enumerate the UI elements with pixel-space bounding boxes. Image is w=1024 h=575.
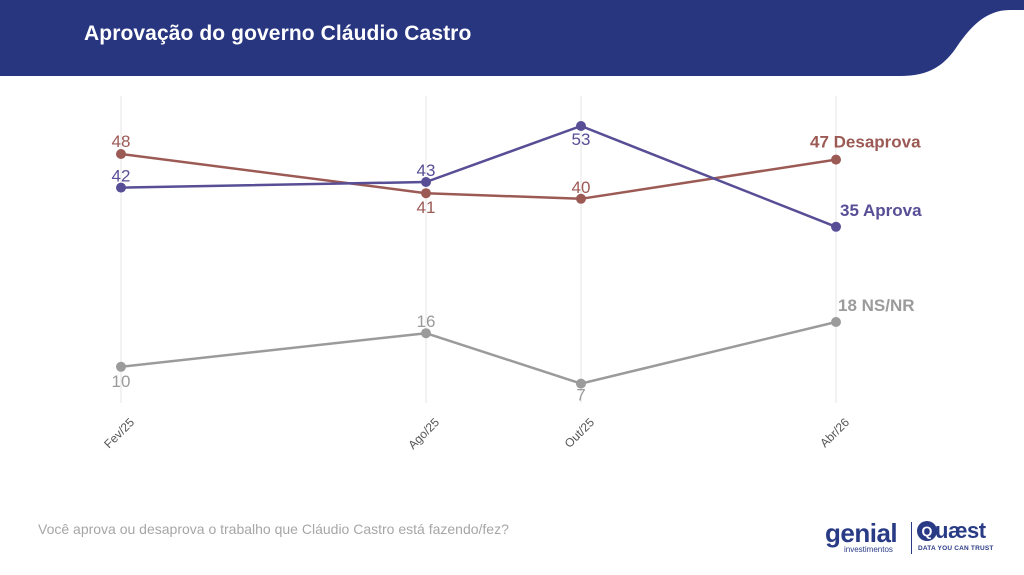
genial-logo-subtitle: investimentos bbox=[844, 545, 893, 554]
data-point-aprova bbox=[831, 221, 841, 232]
data-point-nsnr bbox=[421, 328, 431, 339]
data-point-aprova bbox=[116, 182, 126, 193]
x-tick-label: Ago/25 bbox=[405, 415, 442, 452]
genial-logo-word: genial bbox=[825, 518, 898, 548]
series-line-desaprova bbox=[120, 152, 837, 201]
line-chart: Fev/25 Ago/25 Out/25 Abr/26 48 41 40 47 Desapro… bbox=[101, 96, 922, 452]
data-point-aprova bbox=[576, 121, 586, 131]
data-point-nsnr bbox=[576, 378, 586, 389]
end-label-desaprova: 47 Desaprova bbox=[810, 133, 921, 152]
end-label-nsnr: 18 NS/NR bbox=[838, 296, 915, 315]
page-title: Aprovação do governo Cláudio Castro bbox=[84, 22, 472, 45]
end-label-aprova: 35 Aprova bbox=[840, 201, 922, 220]
series-line-aprova bbox=[120, 124, 837, 228]
header-shape bbox=[0, 0, 1024, 76]
data-label-aprova: 43 bbox=[417, 161, 436, 180]
data-point-desaprova bbox=[421, 188, 431, 199]
data-point-desaprova bbox=[576, 193, 586, 204]
data-label-nsnr: 16 bbox=[417, 312, 436, 331]
x-tick-label: Out/25 bbox=[562, 415, 598, 451]
quaest-logo-tagline: DATA YOU CAN TRUST bbox=[918, 545, 994, 552]
quaest-logo: Q uæst DATA YOU CAN TRUST bbox=[917, 518, 997, 558]
header-banner: Aprovação do governo Cláudio Castro bbox=[0, 0, 1024, 76]
data-label-desaprova: 48 bbox=[112, 132, 131, 151]
logo-divider bbox=[911, 522, 912, 554]
data-label-nsnr: 7 bbox=[576, 386, 585, 405]
data-label-aprova: 42 bbox=[112, 167, 131, 186]
data-label-desaprova: 41 bbox=[417, 198, 436, 217]
data-point-aprova bbox=[421, 177, 431, 187]
x-tick-label: Abr/26 bbox=[817, 415, 852, 450]
data-point-desaprova bbox=[116, 149, 126, 159]
data-label-desaprova: 40 bbox=[572, 178, 591, 197]
data-label-nsnr: 10 bbox=[112, 372, 131, 391]
quaest-logo-word: uæst bbox=[935, 518, 986, 543]
data-point-desaprova bbox=[831, 154, 841, 165]
quaest-logo-mark: Q bbox=[917, 521, 937, 541]
genial-logo: genial investimentos bbox=[823, 518, 905, 558]
data-label-aprova: 53 bbox=[572, 130, 591, 149]
data-point-nsnr bbox=[831, 317, 841, 327]
x-tick-label: Fev/25 bbox=[101, 415, 137, 451]
data-point-nsnr bbox=[116, 361, 126, 372]
logos: genial investimentos Q uæst DATA YOU CAN… bbox=[823, 518, 998, 558]
series-line-nsnr bbox=[120, 320, 837, 385]
survey-question: Você aprova ou desaprova o trabalho que … bbox=[38, 521, 509, 537]
